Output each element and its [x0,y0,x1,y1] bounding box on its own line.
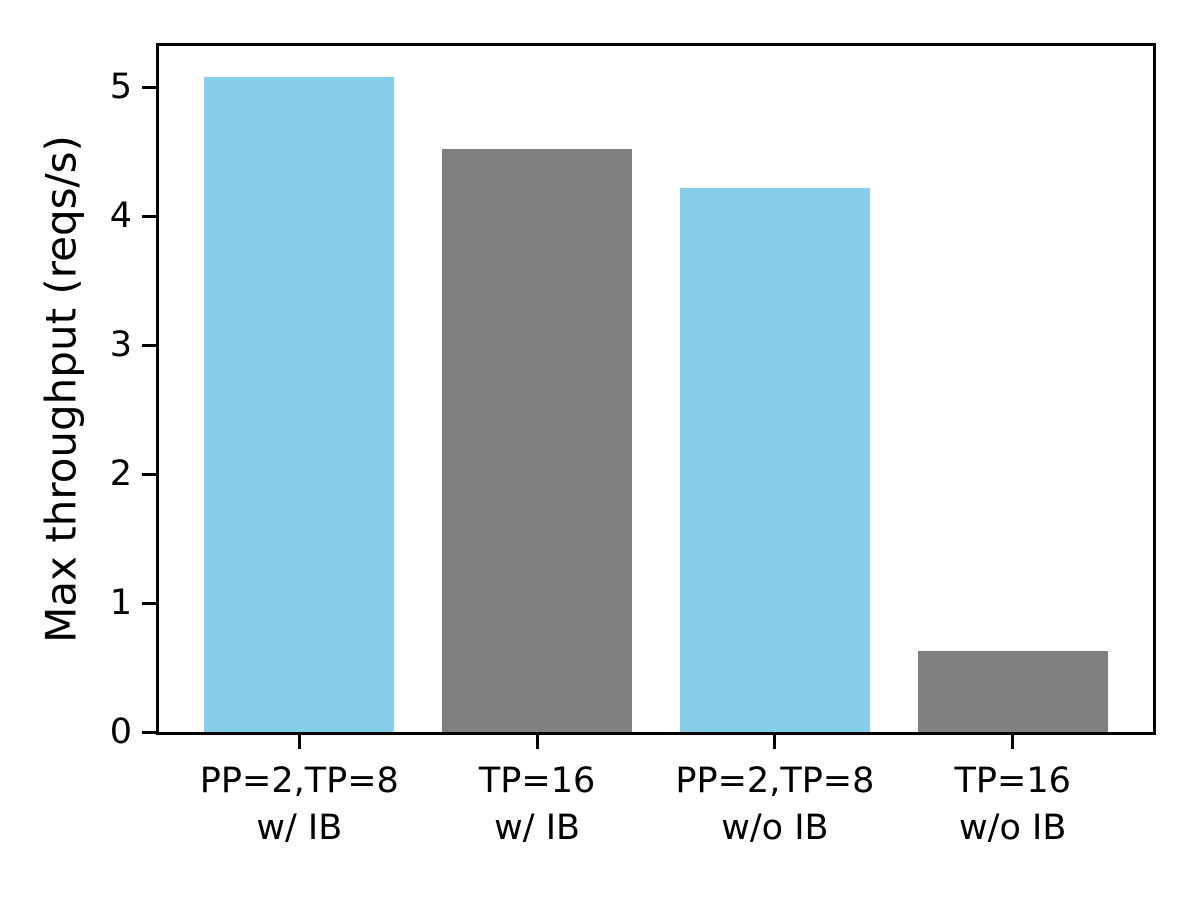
y-tick-label-5: 5 [109,67,132,108]
x-tick-label-line2: w/ IB [494,808,581,848]
x-tick-mark-2 [535,735,539,749]
y-tick-mark-0 [142,730,156,734]
y-tick-label-1: 1 [109,583,132,624]
x-tick-label-line1: TP=16 [478,761,596,801]
x-tick-label-line1: PP=2,TP=8 [675,761,875,801]
x-tick-mark-3 [773,735,777,749]
bar-2 [441,149,633,732]
x-tick-label-line2: w/o IB [721,808,829,848]
x-tick-label-1: PP=2,TP=8 w/ IB [200,758,399,852]
y-tick-mark-2 [142,472,156,476]
y-tick-mark-5 [142,85,156,89]
bar-3 [679,187,870,732]
bar-4 [917,650,1108,732]
x-tick-label-3: PP=2,TP=8 w/o IB [675,758,874,852]
y-tick-label-4: 4 [109,196,132,237]
y-tick-label-3: 3 [109,325,132,366]
x-tick-label-line1: TP=16 [954,761,1071,801]
y-tick-mark-4 [142,214,156,218]
y-tick-label-0: 0 [109,712,132,752]
y-tick-mark-3 [142,343,156,347]
x-tick-label-line2: w/o IB [959,808,1067,848]
y-tick-mark-1 [142,601,156,605]
x-tick-label-4: TP=16 w/o IB [955,758,1071,852]
x-tick-mark-4 [1011,735,1015,749]
bar-1 [204,76,395,732]
x-tick-label-2: TP=16 w/ IB [479,758,595,852]
y-tick-label-2: 2 [109,454,132,495]
x-tick-label-line1: PP=2,TP=8 [199,761,399,801]
x-tick-mark-1 [297,735,301,749]
x-tick-label-line2: w/ IB [256,808,343,848]
plot-area [156,43,1156,735]
